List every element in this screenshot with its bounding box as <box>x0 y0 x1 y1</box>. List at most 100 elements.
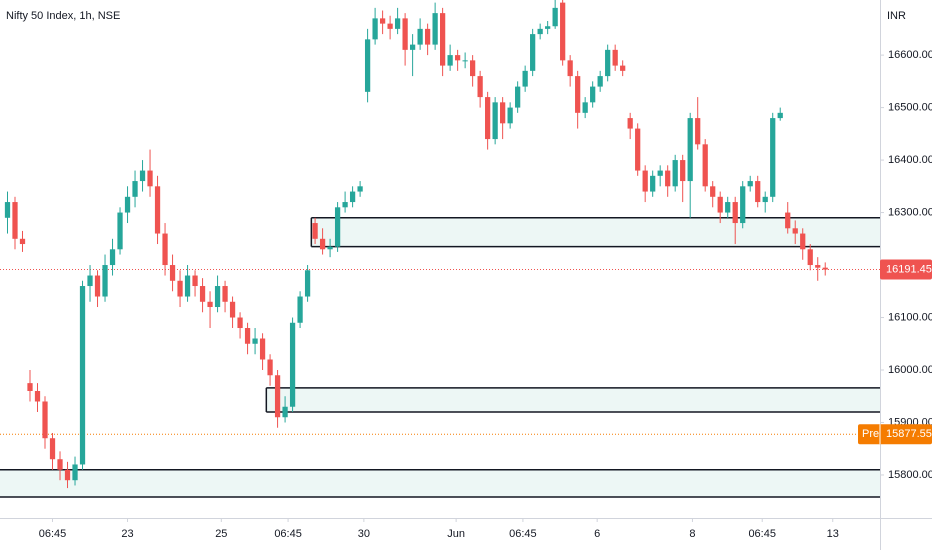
candle-body <box>79 286 86 465</box>
candle-body <box>169 265 176 281</box>
candle-body <box>560 2 566 61</box>
premarket-tag <box>858 424 932 445</box>
candle-body <box>627 118 633 129</box>
candle-body <box>725 202 731 213</box>
y-tick-label: 16100.00 <box>888 311 932 323</box>
candle-body <box>364 39 371 92</box>
y-tick-label: 16300.00 <box>888 206 932 218</box>
candle-body <box>695 118 701 145</box>
candle-body <box>575 76 581 113</box>
candle-body <box>432 13 438 45</box>
chart-title: Nifty 50 Index, 1h, NSE <box>6 10 120 22</box>
candle-body <box>162 233 168 266</box>
y-tick-label: 15800.00 <box>888 469 932 481</box>
candle-body <box>807 249 813 266</box>
candle-body <box>732 202 738 224</box>
candle-body <box>177 280 183 297</box>
candle-body <box>109 249 116 266</box>
candle-body <box>747 181 753 187</box>
candle-body <box>815 265 821 268</box>
candle-body <box>822 267 828 270</box>
candle-body <box>620 65 626 71</box>
candle-body <box>342 202 348 208</box>
candle-body <box>582 102 588 113</box>
candle-body <box>762 196 768 203</box>
candle-body <box>49 438 56 460</box>
candle-body <box>12 202 18 239</box>
candle-body <box>57 459 63 470</box>
zone <box>266 387 880 412</box>
candle-body <box>394 18 401 29</box>
candle-body <box>440 13 446 66</box>
x-tick-label: Jun <box>447 528 465 540</box>
candle-body <box>409 44 416 50</box>
candle-body <box>470 60 476 77</box>
candle-body <box>492 102 498 140</box>
zone <box>0 469 880 498</box>
candle-body <box>372 18 378 40</box>
candle-body <box>139 170 146 182</box>
candle-body <box>485 97 491 140</box>
x-tick-label: 06:45 <box>509 528 537 540</box>
candle-body <box>349 191 356 203</box>
candle-body <box>500 102 506 124</box>
candle-body <box>312 223 318 239</box>
candle-body <box>214 286 221 308</box>
candle-body <box>147 170 153 187</box>
candle-body <box>72 464 78 481</box>
candle-body <box>665 170 671 187</box>
candle-body <box>184 275 191 297</box>
candle-body <box>567 60 573 77</box>
candle-body <box>387 23 393 29</box>
candle-body <box>4 202 11 218</box>
candle-body <box>132 181 138 197</box>
candle-body <box>357 186 363 192</box>
x-tick-label: 8 <box>689 528 695 540</box>
candle-body <box>785 212 791 229</box>
candle-body <box>229 301 236 318</box>
candle-body <box>462 60 468 62</box>
candle-body <box>590 86 596 103</box>
candle-body <box>267 359 273 376</box>
candle-body <box>680 160 686 182</box>
x-tick-label: 13 <box>827 528 839 540</box>
candle-body <box>154 186 161 234</box>
candle-body <box>777 112 783 119</box>
candle-body <box>530 34 536 71</box>
candle-body <box>545 26 551 29</box>
candle-body <box>207 301 213 308</box>
candle-body <box>417 28 423 45</box>
candle-body <box>27 383 33 391</box>
candle-body <box>259 338 266 360</box>
currency-label: INR <box>887 10 906 22</box>
y-tick-label: 16600.00 <box>888 49 932 61</box>
x-tick-label: 06:45 <box>274 528 302 540</box>
candle-body <box>710 186 716 197</box>
candle-body <box>19 238 26 245</box>
candle-body <box>124 196 131 213</box>
candle-body <box>222 286 228 302</box>
candle-body <box>755 181 761 203</box>
candle-body <box>102 265 108 297</box>
candle-body <box>477 76 483 98</box>
y-tick-label: 16500.00 <box>888 101 932 113</box>
candle-body <box>447 55 453 66</box>
x-tick-label: 25 <box>215 528 227 540</box>
candle-body <box>507 107 513 124</box>
candle-body <box>334 207 341 247</box>
candle-body <box>657 170 663 176</box>
premarket-name: Pre <box>862 428 879 440</box>
premarket-price: 15877.55 <box>886 428 932 440</box>
candle-body <box>717 196 723 213</box>
candle-body <box>612 49 618 66</box>
candle-body <box>515 86 521 108</box>
y-tick-label: 16400.00 <box>888 154 932 166</box>
candle-body <box>94 275 101 297</box>
candle-body <box>740 186 746 224</box>
x-tick-label: 6 <box>594 528 600 540</box>
candle-body <box>192 275 198 287</box>
last-price-label: 16191.45 <box>886 263 932 275</box>
candle-body <box>274 375 281 418</box>
